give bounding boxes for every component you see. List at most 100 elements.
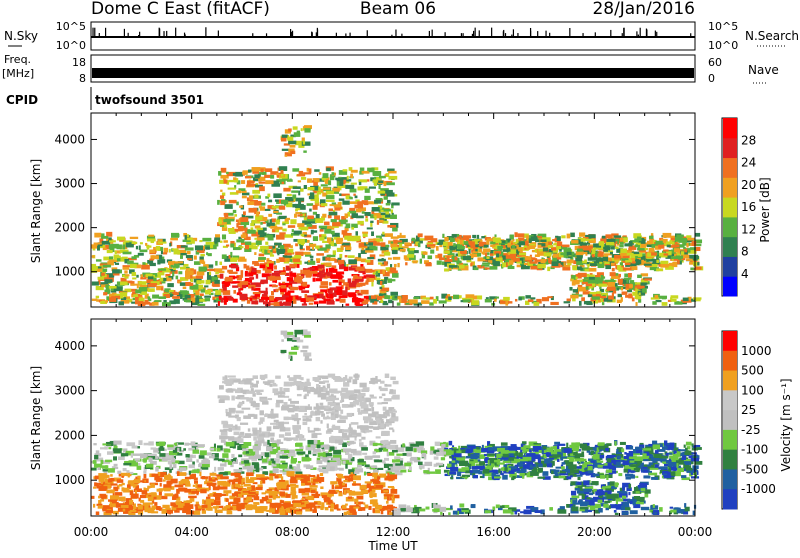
range-cell [450, 248, 456, 251]
range-cell [326, 168, 331, 171]
range-cell [356, 433, 360, 436]
range-cell [224, 301, 227, 305]
range-cell [331, 219, 337, 222]
colorbar-tick: 4 [741, 267, 749, 281]
range-cell [316, 214, 320, 218]
range-cell [338, 202, 342, 205]
range-cell [222, 453, 228, 458]
range-cell [289, 264, 297, 268]
range-cell [235, 229, 244, 231]
range-cell [651, 252, 657, 255]
range-cell [236, 190, 241, 193]
range-cell [282, 456, 288, 459]
range-cell [259, 186, 265, 191]
range-cell [410, 444, 419, 447]
nave-band [92, 68, 694, 78]
range-cell [396, 240, 402, 242]
range-cell [383, 490, 388, 492]
range-cell [377, 468, 383, 470]
range-cell [229, 200, 237, 203]
range-cell [171, 265, 174, 268]
range-cell [265, 413, 268, 417]
range-cell [348, 267, 351, 271]
range-cell [355, 491, 364, 495]
range-cell [328, 402, 333, 406]
range-cell [390, 389, 394, 393]
range-cell [182, 479, 189, 484]
range-cell [309, 458, 311, 461]
range-cell [490, 266, 498, 270]
range-cell [285, 258, 290, 262]
range-cell [424, 462, 432, 466]
range-cell [577, 249, 583, 252]
range-cell [425, 263, 431, 267]
range-cell [352, 237, 360, 241]
range-cell [215, 261, 217, 266]
range-cell [107, 250, 113, 253]
range-cell [592, 284, 595, 287]
range-cell [218, 218, 220, 222]
range-cell [524, 263, 528, 265]
range-cell [309, 271, 317, 274]
range-cell [217, 200, 220, 205]
range-cell [306, 465, 313, 469]
range-cell [448, 242, 453, 246]
range-cell [196, 296, 198, 299]
range-cell [510, 235, 514, 240]
range-cell [348, 496, 352, 498]
range-cell [156, 246, 160, 251]
range-cell [608, 296, 614, 300]
range-cell [279, 216, 287, 219]
range-cell [445, 259, 453, 262]
colorbar-cell [723, 118, 737, 138]
range-cell [180, 267, 186, 270]
range-cell [322, 214, 326, 218]
range-cell [635, 302, 637, 306]
range-cell [444, 247, 448, 250]
range-cell [323, 187, 330, 189]
range-cell [338, 260, 344, 265]
range-cell [448, 297, 452, 300]
range-cell [622, 291, 628, 294]
range-cell [345, 255, 348, 257]
range-cell [118, 301, 124, 305]
range-cell [383, 407, 387, 411]
range-cell [324, 229, 331, 234]
range-cell [287, 137, 293, 141]
range-cell [365, 260, 370, 263]
range-cell [241, 471, 244, 473]
range-cell [226, 244, 229, 246]
range-cell [113, 441, 121, 445]
range-cell [369, 402, 374, 405]
range-cell [148, 288, 155, 292]
range-cell [281, 406, 289, 410]
range-cell [412, 238, 416, 242]
range-cell [267, 194, 270, 198]
range-cell [300, 245, 303, 249]
range-cell [230, 252, 232, 256]
range-cell [283, 267, 285, 271]
range-cell [91, 496, 94, 499]
range-cell [224, 204, 232, 209]
range-cell [249, 195, 253, 199]
range-cell [108, 260, 111, 263]
range-cell [196, 276, 203, 279]
range-cell [570, 295, 578, 299]
range-cell [143, 471, 146, 474]
range-cell [291, 487, 296, 492]
range-cell [442, 234, 444, 238]
range-cell [136, 275, 138, 278]
range-cell [377, 476, 380, 479]
range-cell [387, 473, 389, 478]
range-cell [358, 462, 367, 464]
range-cell [339, 193, 341, 196]
range-cell [324, 222, 330, 226]
range-cell [377, 220, 379, 225]
range-cell [197, 304, 205, 306]
range-cell [108, 479, 113, 482]
range-cell [287, 277, 293, 281]
range-cell [352, 483, 361, 485]
range-cell [670, 443, 675, 446]
range-cell [429, 302, 434, 305]
range-cell [103, 292, 107, 295]
